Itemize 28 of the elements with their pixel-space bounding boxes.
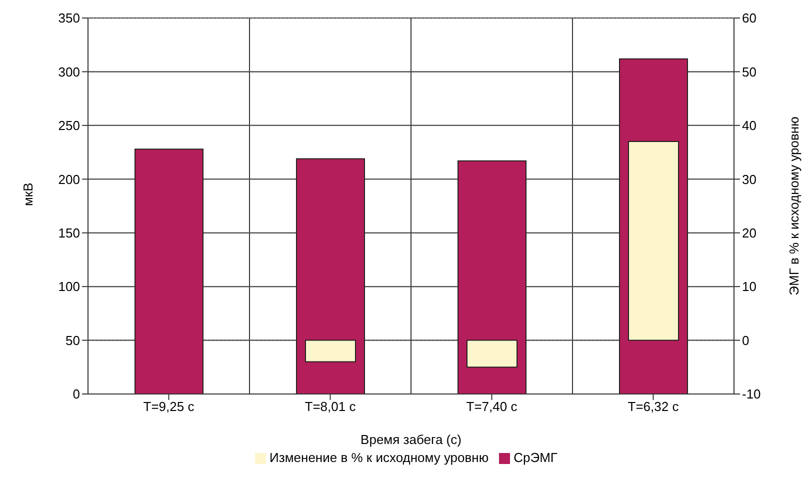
y2-tick-label: 30 bbox=[742, 172, 756, 187]
y2-tick-label: -10 bbox=[742, 386, 761, 402]
legend-label: СрЭМГ bbox=[514, 450, 558, 465]
bar bbox=[458, 160, 526, 394]
y2-tick-label: 10 bbox=[742, 279, 756, 294]
x-axis-title: Время забега (с) bbox=[360, 432, 462, 447]
y-axis-title: мкВ bbox=[20, 182, 36, 206]
y2-tick-label: 20 bbox=[742, 225, 756, 240]
x-tick-label: T=6,32 с bbox=[628, 399, 680, 414]
bar bbox=[134, 148, 204, 394]
y-tick-label: 200 bbox=[58, 172, 80, 187]
legend-label: Изменение в % к исходному уровню bbox=[270, 450, 489, 465]
y-tick-label: 150 bbox=[58, 225, 80, 240]
bar bbox=[296, 158, 365, 394]
x-tick-label: T=7,40 с bbox=[466, 399, 518, 414]
y-tick-label: 300 bbox=[58, 64, 80, 80]
y2-axis-title: ЭМГ в % к исходному уровню bbox=[786, 116, 802, 296]
y-tick-label: 250 bbox=[58, 118, 80, 134]
y-tick-label: 0 bbox=[72, 386, 80, 402]
y2-tick-label: 0 bbox=[742, 332, 750, 348]
y2-tick-label: 60 bbox=[742, 10, 756, 26]
y2-tick-label: 50 bbox=[742, 64, 756, 80]
y-tick-label: 100 bbox=[58, 279, 80, 294]
x-tick-label: T=8,01 с bbox=[304, 399, 356, 414]
x-tick-label: T=9,25 с bbox=[143, 399, 195, 414]
y2-tick-label: 40 bbox=[742, 118, 756, 134]
y-tick-label: 350 bbox=[58, 10, 80, 26]
y-tick-label: 50 bbox=[66, 332, 80, 348]
